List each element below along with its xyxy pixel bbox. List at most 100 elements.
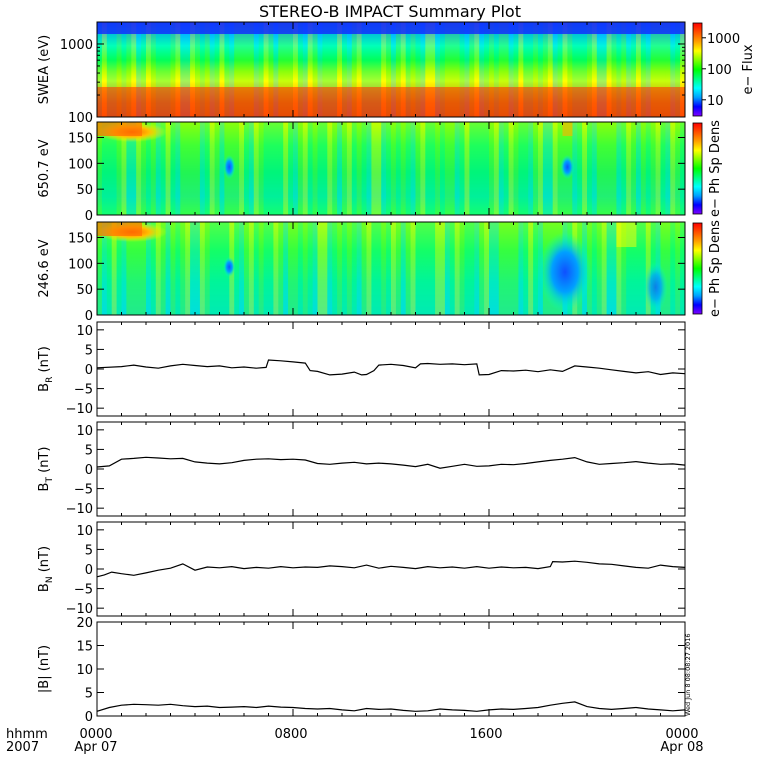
panel-6: 0 5 10 15 20 |B| (nT) (37, 616, 686, 725)
texture-streak (469, 122, 475, 215)
texture-streak (410, 222, 416, 315)
texture-streak (400, 122, 407, 215)
texture-streak (293, 22, 299, 117)
texture-streak (199, 22, 206, 117)
y-tick-label: −10 (66, 402, 93, 417)
texture-streak (636, 22, 642, 117)
texture-streak (449, 22, 456, 117)
texture-streak (106, 222, 113, 315)
texture-streak (273, 122, 279, 215)
y-tick-label: 5 (85, 443, 93, 458)
texture-streak (356, 22, 363, 117)
texture-streak (356, 122, 363, 215)
texture-streak (670, 22, 676, 117)
x-row-label-year: 2007 (6, 740, 39, 755)
texture-streak (244, 222, 250, 315)
texture-streak (420, 222, 426, 315)
texture-streak (420, 22, 426, 117)
texture-streak (601, 22, 608, 117)
texture-streak (415, 222, 421, 315)
texture-streak (591, 222, 598, 315)
texture-streak (538, 22, 544, 117)
y-tick-label: 10 (76, 324, 93, 339)
warm-spot (562, 122, 573, 136)
texture-streak (665, 22, 671, 117)
texture-streak (234, 122, 240, 215)
texture-streak (327, 222, 333, 315)
texture-streak (376, 22, 382, 117)
texture-streak (616, 122, 622, 215)
texture-streak (508, 222, 514, 315)
y-tick-label: −5 (74, 383, 93, 398)
texture-streak (185, 222, 191, 315)
texture-streak (508, 22, 514, 117)
spectrogram-texture-2 (97, 222, 686, 315)
texture-streak (596, 22, 603, 117)
texture-streak (131, 122, 137, 215)
y-tick-label: 5 (85, 343, 93, 358)
texture-streak (356, 222, 363, 315)
texture-streak (214, 222, 220, 315)
y-tick-label: 15 (76, 640, 93, 655)
texture-streak (395, 222, 402, 315)
texture-streak (204, 122, 211, 215)
texture-streak (332, 22, 338, 117)
x-tick-date-0: Apr 07 (74, 740, 117, 755)
texture-streak (415, 122, 421, 215)
texture-streak (640, 22, 647, 117)
texture-streak (547, 122, 554, 215)
texture-streak (307, 122, 314, 215)
texture-streak (371, 222, 377, 315)
texture-streak (219, 122, 225, 215)
texture-streak (234, 22, 240, 117)
texture-streak (587, 22, 593, 117)
texture-streak (268, 122, 274, 215)
texture-streak (141, 22, 147, 117)
texture-streak (523, 222, 529, 315)
panel-2: 0 50 100 150 246.6 eV e− Ph Sp Dens (37, 220, 723, 324)
y-tick-label: −10 (66, 602, 93, 617)
texture-streak (351, 222, 358, 315)
texture-streak (116, 122, 122, 215)
texture-streak (503, 22, 510, 117)
texture-streak (97, 122, 103, 215)
y-tick-label: 0 (85, 363, 93, 378)
panel-frame-6 (96, 621, 686, 717)
texture-streak (498, 222, 505, 315)
texture-streak (395, 22, 402, 117)
texture-streak (626, 22, 632, 117)
texture-streak (307, 222, 314, 315)
texture-streak (297, 222, 304, 315)
texture-streak (337, 22, 343, 117)
depletion-feature (223, 257, 236, 277)
texture-streak (195, 22, 201, 117)
texture-streak (302, 222, 309, 315)
texture-streak (631, 122, 637, 215)
texture-streak (170, 122, 176, 215)
texture-streak (572, 22, 578, 117)
y-axis-label-5: BN (nT) (37, 546, 55, 592)
texture-streak (454, 22, 461, 117)
texture-streak (219, 22, 225, 117)
texture-streak (611, 22, 617, 117)
x-axis-labels: hhmm 2007 0000 Apr 07 0800 1600 0000 Apr… (6, 727, 704, 755)
texture-streak (111, 22, 118, 117)
texture-streak (180, 122, 186, 215)
x-row-label-time: hhmm (6, 727, 48, 742)
colorbar-tick-label: 10 (707, 94, 724, 109)
texture-streak (150, 222, 157, 315)
y-axis-label-1: 650.7 eV (37, 139, 52, 197)
texture-streak (146, 222, 152, 315)
x-tick-date-3: Apr 08 (660, 740, 703, 755)
texture-streak (596, 222, 603, 315)
colorbar-2 (692, 222, 703, 315)
spectrogram-texture-0 (97, 22, 686, 117)
texture-streak (346, 222, 353, 315)
texture-streak (650, 122, 657, 215)
texture-streak (577, 22, 583, 117)
y-tick-label: 0 (85, 309, 93, 324)
colorbar-tick-label: 1000 (707, 32, 740, 47)
texture-streak (552, 22, 559, 117)
texture-streak (528, 122, 534, 215)
